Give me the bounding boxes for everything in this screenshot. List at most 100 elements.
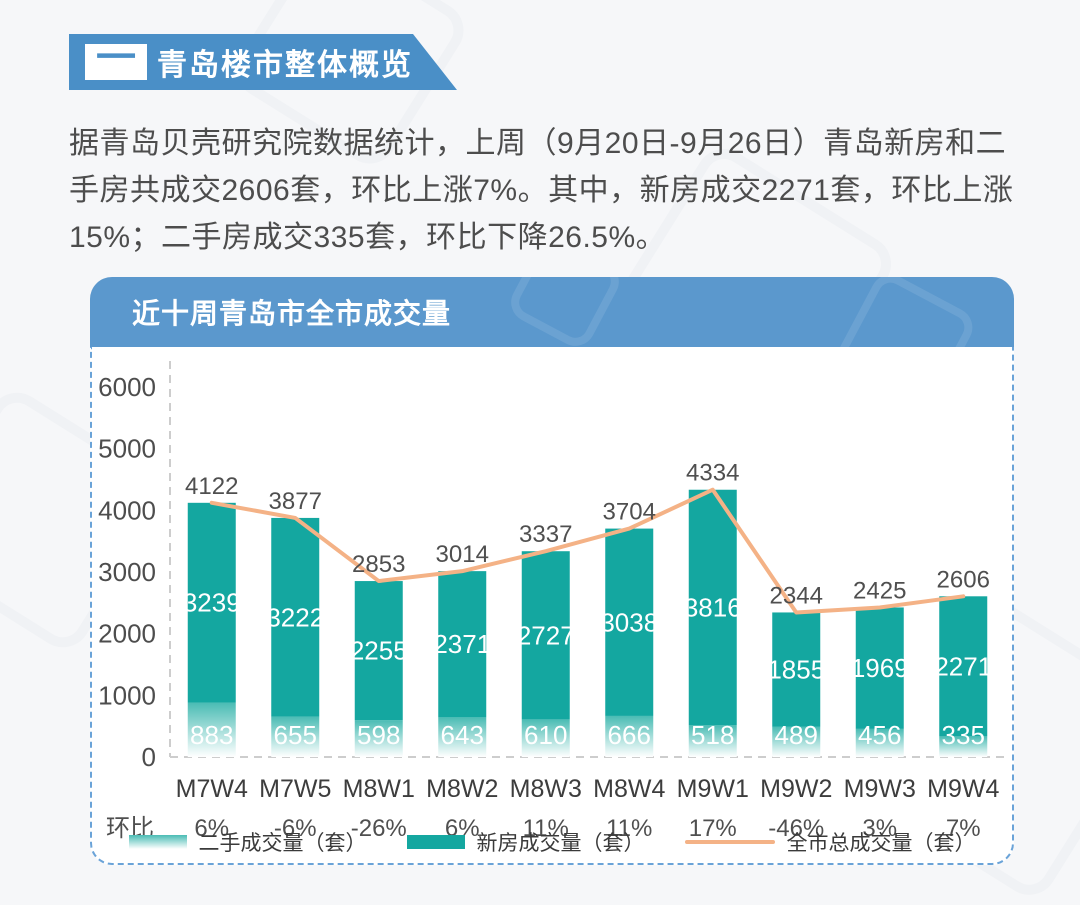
- bar-newhouse-M8W2: [438, 571, 487, 718]
- x-tick-label: M9W2: [760, 775, 832, 803]
- y-tick-label: 1000: [98, 680, 156, 710]
- newhouse-value-label: 2727: [517, 620, 575, 650]
- secondhand-value-label: 655: [274, 720, 317, 750]
- legend-item: 全市总成交量（套）: [684, 827, 976, 857]
- y-tick-label: 3000: [98, 557, 156, 587]
- y-tick-label: 4000: [98, 495, 156, 525]
- total-value-label: 3014: [436, 541, 489, 568]
- total-line: [209, 487, 966, 615]
- y-tick-label: 6000: [98, 372, 156, 402]
- total-value-label: 3337: [519, 521, 572, 548]
- chart-card-header: 近十周青岛市全市成交量: [90, 277, 1014, 347]
- secondhand-value-label: 643: [441, 720, 484, 750]
- total-value-label: 3704: [603, 499, 656, 526]
- y-tick-label: 5000: [98, 434, 156, 464]
- secondhand-value-label: 598: [357, 720, 400, 750]
- section-index-numeral: 一: [96, 36, 136, 80]
- y-tick-label: 0: [142, 742, 156, 772]
- bar-secondhand-M7W5: [271, 716, 320, 757]
- x-tick-label: M9W3: [844, 775, 916, 803]
- newhouse-value-label: 1855: [767, 655, 825, 685]
- newhouse-value-label: 2271: [934, 651, 992, 681]
- section-title: 青岛楼市整体概览: [157, 49, 413, 82]
- secondhand-value-label: 335: [942, 720, 985, 750]
- legend-item: 新房成交量（套）: [406, 827, 645, 857]
- chart-svg: 0 1000 2000 3000 4000 5000 6000 4122 3239 883 M7W4…: [98, 361, 1005, 842]
- total-value-label: 2425: [853, 577, 906, 604]
- x-tick-label: M8W3: [510, 775, 582, 803]
- bar-newhouse-M8W3: [521, 551, 570, 720]
- x-tick-label: M7W4: [176, 775, 248, 803]
- section-index-box: 一: [85, 38, 147, 80]
- bar-secondhand-M8W2: [438, 717, 487, 757]
- huanbi-value: 3%: [862, 815, 897, 842]
- huanbi-value: -26%: [351, 815, 407, 842]
- chart-title: 近十周青岛市全市成交量: [132, 298, 452, 329]
- huanbi-value: 6%: [194, 815, 229, 842]
- newhouse-value-label: 3222: [266, 602, 324, 632]
- bar-secondhand-M9W2: [772, 726, 821, 757]
- secondhand-value-label: 518: [691, 720, 734, 750]
- bar-newhouse-M7W5: [271, 517, 320, 717]
- chart-legend: 二手成交量（套） 新房成交量（套） 全市总成交量（套）: [92, 829, 1012, 855]
- legend-swatch-newhouse: [406, 835, 465, 849]
- legend-label: 新房成交量（套）: [476, 832, 645, 855]
- newhouse-value-label: 2371: [433, 629, 491, 659]
- secondhand-value-label: 666: [608, 720, 651, 750]
- chart-canvas: 0 1000 2000 3000 4000 5000 6000 4122 3239 883 M7W4…: [90, 347, 1014, 865]
- legend-swatch-total-line: [684, 840, 775, 844]
- bar-newhouse-M8W1: [354, 581, 403, 721]
- bar-secondhand-M8W3: [521, 719, 570, 757]
- huanbi-value: 11%: [606, 815, 652, 842]
- bar-secondhand-M8W4: [605, 715, 654, 757]
- watermark-shape: [504, 277, 626, 347]
- bar-newhouse-M9W1: [688, 489, 737, 726]
- bar-secondhand-M9W3: [855, 728, 904, 757]
- bar-secondhand-M7W4: [187, 702, 236, 757]
- newhouse-value-label: 3038: [600, 607, 658, 637]
- legend-label: 二手成交量（套）: [198, 832, 367, 855]
- newhouse-value-label: 3816: [684, 592, 742, 622]
- bar-newhouse-M9W2: [772, 612, 821, 727]
- x-tick-label: M8W4: [593, 775, 665, 803]
- bar-newhouse-M9W3: [855, 607, 904, 729]
- bar-newhouse-M8W4: [605, 528, 654, 716]
- chart-card: 近十周青岛市全市成交量 0 1000 2000 3000 4000 5000 6000 412…: [90, 277, 1014, 865]
- x-tick-label: M9W4: [927, 775, 999, 803]
- huanbi-value: 11%: [523, 815, 569, 842]
- secondhand-value-label: 489: [775, 720, 818, 750]
- bar-secondhand-M9W1: [688, 725, 737, 757]
- newhouse-value-label: 2255: [350, 636, 408, 666]
- total-value-label: 4122: [185, 473, 238, 500]
- bar-secondhand-M9W4: [939, 736, 988, 757]
- x-tick-label: M8W2: [426, 775, 498, 803]
- legend-label: 全市总成交量（套）: [786, 832, 976, 855]
- huanbi-value: -6%: [274, 815, 317, 842]
- bar-secondhand-M8W1: [354, 720, 403, 757]
- total-value-label: 3877: [269, 488, 322, 515]
- total-value-label: 4334: [686, 460, 739, 487]
- section-banner: 一 青岛楼市整体概览: [69, 34, 457, 90]
- total-value-label: 2606: [937, 566, 990, 593]
- secondhand-value-label: 883: [190, 720, 233, 750]
- secondhand-value-label: 456: [858, 720, 901, 750]
- total-value-label: 2344: [770, 582, 823, 609]
- y-tick-label: 2000: [98, 619, 156, 649]
- chart-card-body: 0 1000 2000 3000 4000 5000 6000 4122 3239 883 M7W4…: [90, 347, 1014, 865]
- intro-paragraph: 据青岛贝壳研究院数据统计，上周（9月20日-9月26日）青岛新房和二手房共成交2…: [69, 127, 1014, 254]
- huanbi-value: 17%: [689, 815, 737, 842]
- x-tick-label: M9W1: [677, 775, 749, 803]
- huanbi-value: -46%: [768, 815, 824, 842]
- bar-newhouse-M9W4: [939, 596, 988, 737]
- secondhand-value-label: 610: [524, 720, 567, 750]
- newhouse-value-label: 1969: [851, 653, 909, 683]
- x-tick-label: M7W5: [259, 775, 331, 803]
- huanbi-value: 7%: [946, 815, 981, 842]
- legend-swatch-secondhand: [128, 835, 187, 849]
- bar-newhouse-M7W4: [187, 502, 236, 703]
- x-tick-label: M8W1: [343, 775, 415, 803]
- total-value-label: 2853: [352, 551, 405, 578]
- watermark-shape: [830, 277, 980, 347]
- newhouse-value-label: 3239: [183, 588, 241, 618]
- legend-item: 二手成交量（套）: [128, 827, 367, 857]
